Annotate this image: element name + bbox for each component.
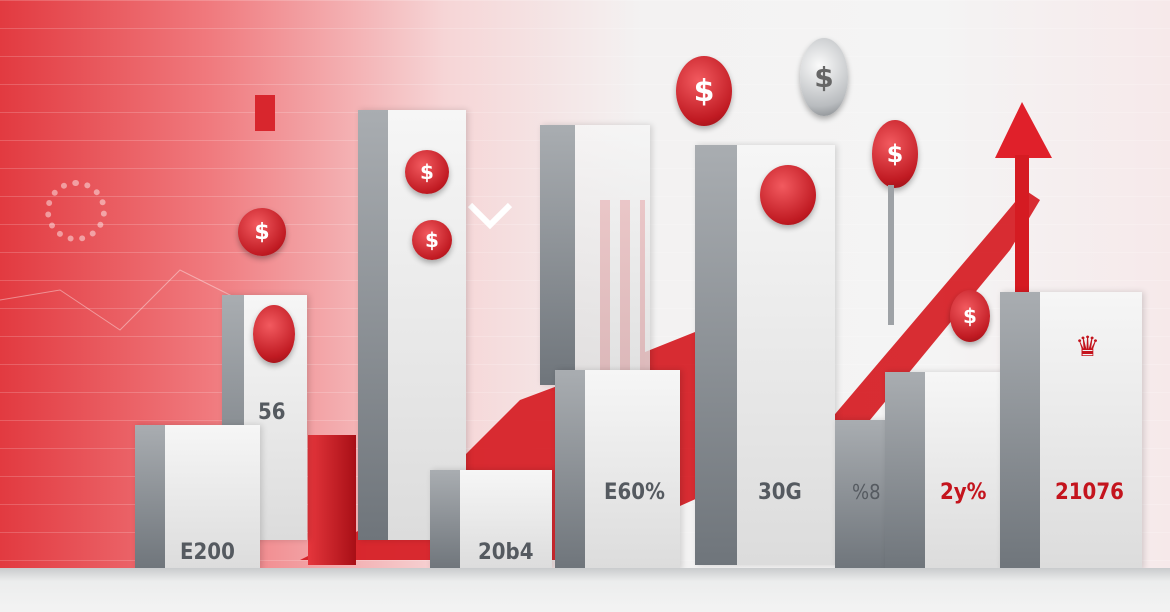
value-label: E60% (604, 480, 665, 505)
silver-dollar-coin-icon: $ (800, 38, 848, 116)
value-label: %8 (852, 480, 881, 504)
small-red-block (255, 95, 275, 131)
bar-21076 (1000, 292, 1142, 570)
patterned-coin-icon (253, 305, 295, 363)
patterned-coin-icon (760, 165, 816, 225)
value-label: 56 (258, 400, 286, 425)
eagle-emblem-icon: ♛ (1075, 330, 1101, 363)
bar-29 (885, 372, 1013, 570)
value-label: 20b4 (478, 540, 534, 565)
gear-icon (45, 180, 107, 242)
bar-20b4 (430, 470, 552, 570)
tall-bar-3 (695, 145, 835, 565)
red-block (308, 435, 356, 565)
dollar-coin-icon: $ (676, 56, 732, 126)
value-label: E200 (180, 540, 235, 565)
dollar-coin-icon: $ (872, 120, 918, 188)
bar-8 (835, 420, 885, 570)
tall-bar-2 (540, 125, 650, 385)
dollar-coin-icon: $ (238, 208, 286, 256)
dollar-coin-icon: $ (412, 220, 452, 260)
value-label: 30G (758, 480, 802, 505)
bar-e60 (555, 370, 680, 570)
bar-e200 (135, 425, 260, 570)
value-label: 21076 (1055, 480, 1124, 505)
dollar-coin-icon: $ (405, 150, 449, 194)
dollar-coin-icon: $ (950, 290, 990, 342)
value-label: 2y% (940, 480, 987, 505)
floor (0, 568, 1170, 612)
coin-pole (888, 185, 894, 325)
